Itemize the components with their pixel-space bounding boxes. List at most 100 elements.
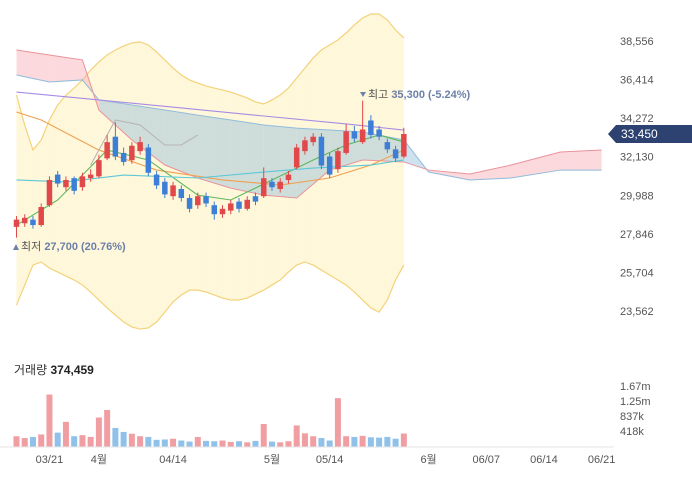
high-label: 최고: [368, 88, 388, 101]
volume-bar: [301, 433, 308, 447]
band-fill: [24, 125, 33, 286]
candle-body: [170, 185, 176, 197]
volume-last: 374,459: [50, 363, 94, 377]
volume-bar: [13, 436, 20, 447]
band-fill: [32, 139, 42, 266]
band-fill: [189, 79, 198, 291]
band-fill: [329, 39, 338, 281]
band-fill: [49, 54, 83, 83]
candle-body: [252, 196, 259, 202]
y-tick-label: 38,556: [620, 36, 654, 48]
volume-bar: [310, 436, 317, 447]
candle-body: [87, 174, 94, 179]
high-annotation: 최고 35,300 (-5.24%): [368, 88, 471, 101]
band-fill: [247, 97, 256, 299]
band-fill: [271, 94, 281, 286]
last-price-label: 33,450: [621, 127, 658, 141]
volume-bar: [79, 435, 86, 447]
candle-body: [228, 203, 234, 211]
volume-bar: [95, 417, 102, 447]
band-fill: [131, 41, 141, 330]
candle-body: [392, 149, 399, 159]
bollinger-upper: [15, 13, 405, 152]
candle-body: [96, 160, 102, 177]
band-fill: [49, 104, 58, 273]
volume-tick-label: 418k: [620, 426, 644, 438]
volume-bar: [170, 438, 177, 447]
candle-body: [13, 219, 20, 227]
band-fill: [140, 41, 149, 330]
band-fill: [255, 101, 264, 295]
volume-bar: [384, 436, 391, 447]
volume-bar: [252, 440, 259, 447]
y-tick-label: 23,562: [620, 306, 654, 318]
x-tick-label: 06/21: [588, 454, 616, 466]
band-fill: [181, 74, 190, 295]
band-fill: [123, 42, 132, 328]
candle-body: [368, 120, 374, 135]
candle-body: [186, 198, 193, 209]
volume-bar: [376, 437, 383, 447]
candle-body: [277, 181, 283, 189]
band-fill: [164, 59, 174, 313]
candle-body: [384, 142, 391, 150]
moving-average: [16, 91, 404, 131]
candle-body: [211, 205, 218, 215]
band-fill: [230, 119, 264, 196]
candle-body: [401, 134, 407, 157]
band-fill: [222, 90, 231, 301]
band-fill: [57, 94, 66, 277]
volume-bar: [21, 438, 28, 447]
volume-bar: [46, 394, 53, 447]
volume-bar: [268, 441, 275, 447]
volume-bar: [203, 440, 210, 447]
band-fill: [387, 19, 396, 301]
volume-bar: [244, 442, 251, 447]
band-fill: [164, 110, 198, 178]
volume-bar: [260, 424, 267, 447]
candle-body: [376, 129, 382, 137]
band-fill: [16, 50, 50, 83]
y-tick-label: 29,988: [620, 190, 654, 202]
x-tick-label: 5월: [264, 453, 280, 466]
candle-body: [203, 196, 209, 204]
volume-bar: [227, 441, 234, 447]
candle-body: [71, 178, 77, 191]
volume-bar: [326, 440, 333, 447]
low-annotation: 최저 27,700 (20.76%): [21, 240, 126, 253]
volume-bar: [87, 436, 94, 447]
candle-body: [129, 145, 135, 161]
candle-body: [120, 152, 127, 162]
band-fill: [313, 50, 322, 271]
candle-body: [310, 136, 316, 143]
volume-panel: [13, 394, 407, 447]
volume-bar: [400, 433, 407, 447]
band-fill: [16, 94, 25, 306]
volume-bar: [359, 435, 366, 447]
low-text: 27,700 (20.76%): [44, 241, 126, 253]
candle-body: [178, 188, 185, 199]
band-fill: [560, 150, 602, 171]
volume-bar: [186, 441, 193, 447]
band-fill: [395, 30, 404, 281]
x-tick-label: 04/14: [159, 454, 187, 466]
y-tick-label: 36,414: [620, 74, 654, 86]
band-fill: [148, 44, 157, 328]
candle-body: [153, 174, 160, 186]
volume-bar: [367, 437, 374, 447]
band-fill: [239, 94, 248, 301]
volume-bar: [137, 436, 144, 447]
candle-body: [318, 136, 325, 166]
volume-tick-label: 837k: [620, 411, 644, 423]
volume-bar: [236, 441, 243, 447]
moving-average: [90, 119, 199, 166]
volume-bar: [145, 436, 152, 447]
low-marker: [13, 244, 19, 250]
candle-body: [326, 156, 333, 175]
volume-bar: [293, 425, 300, 447]
volume-bar: [285, 441, 292, 447]
volume-bar: [128, 433, 135, 447]
y-tick-label: 25,704: [620, 268, 654, 280]
x-tick-label: 03/21: [36, 454, 64, 466]
